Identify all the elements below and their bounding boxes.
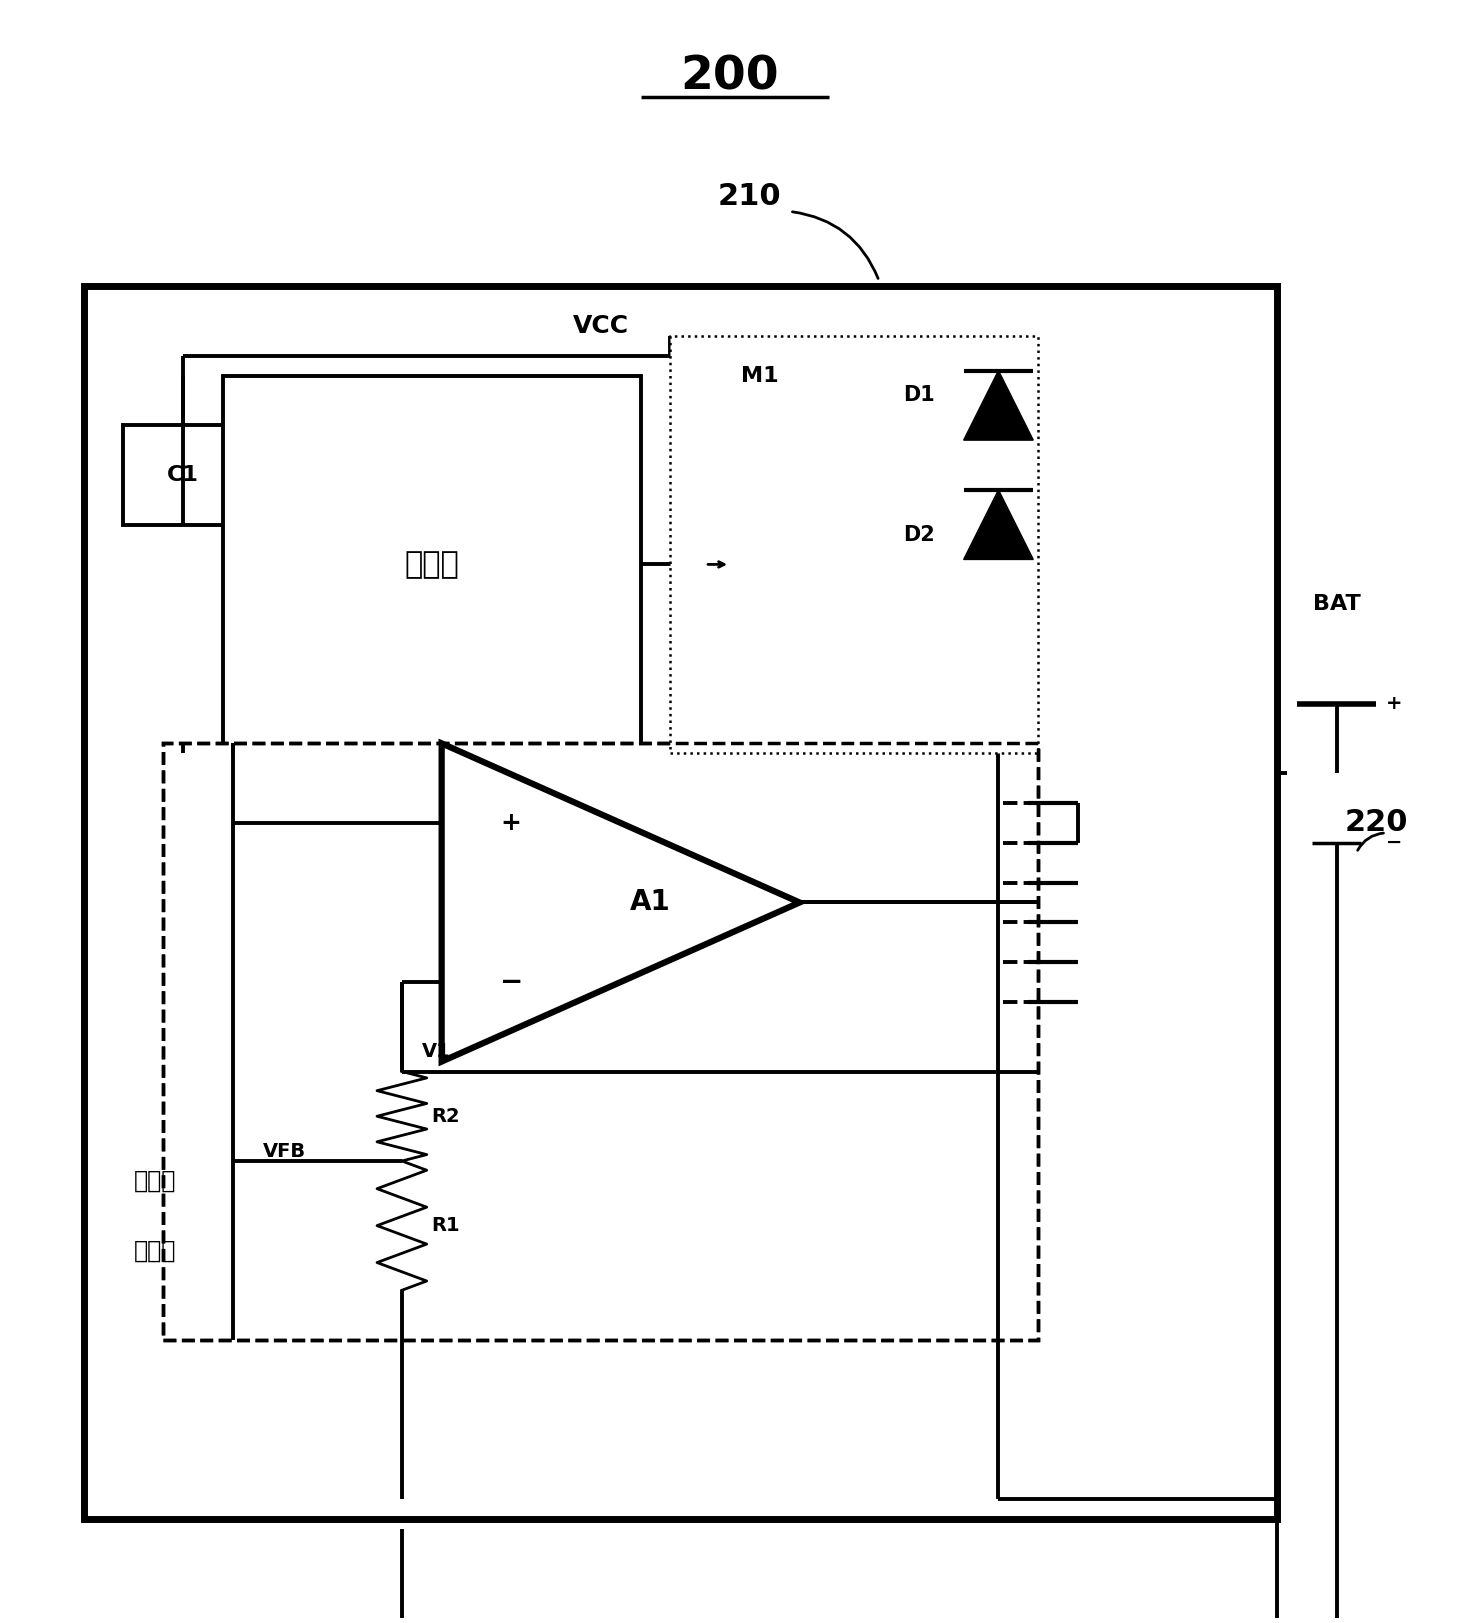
Bar <box>83 286 1277 1519</box>
Bar <box>164 743 1039 1341</box>
Text: R2: R2 <box>431 1107 460 1126</box>
Bar <box>671 336 1039 753</box>
Polygon shape <box>964 370 1033 440</box>
Text: −: − <box>1386 833 1403 852</box>
Text: VFB: VFB <box>263 1141 305 1160</box>
Bar <box>124 425 243 524</box>
Bar <box>164 743 1039 1341</box>
Text: −: − <box>500 967 523 997</box>
Text: BAT: BAT <box>1312 594 1360 613</box>
Text: 220: 220 <box>1344 808 1408 837</box>
Polygon shape <box>441 743 799 1061</box>
Text: V1: V1 <box>422 1042 450 1061</box>
Bar <box>232 1061 412 1170</box>
Polygon shape <box>964 490 1033 560</box>
Text: M1: M1 <box>741 365 779 386</box>
Text: D2: D2 <box>903 524 935 545</box>
Text: 200: 200 <box>681 55 779 99</box>
Text: R1: R1 <box>431 1216 460 1235</box>
Text: D1: D1 <box>903 385 935 406</box>
Text: +: + <box>1386 695 1403 712</box>
Text: A1: A1 <box>630 888 671 917</box>
Text: VCC: VCC <box>573 313 628 338</box>
Text: 充电控: 充电控 <box>133 1169 175 1193</box>
Text: 控制器: 控制器 <box>405 550 459 579</box>
Text: C1: C1 <box>167 464 199 485</box>
Text: +: + <box>501 812 522 834</box>
Bar <box>224 375 640 753</box>
Text: 210: 210 <box>717 182 782 211</box>
Text: 制电路: 制电路 <box>133 1238 175 1263</box>
